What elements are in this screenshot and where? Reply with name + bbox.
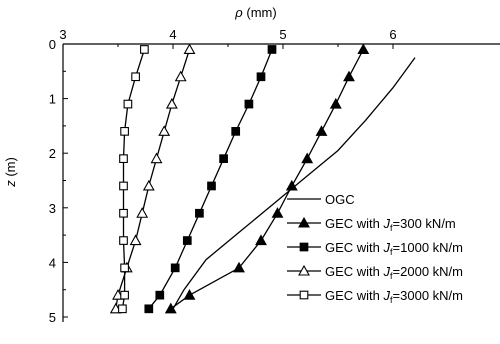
data-point-gec1000 <box>207 181 216 191</box>
data-point-gec300 <box>285 179 298 191</box>
data-point-gec2000 <box>142 179 155 191</box>
data-point-gec1000 <box>256 72 266 82</box>
series-gec3000 <box>118 45 149 314</box>
legend-item-gec300: GEC with Jf=300 kN/m <box>287 216 456 233</box>
y-axis-title-unit: (m) <box>3 157 18 180</box>
legend-label-prefix: OGC <box>325 192 355 207</box>
y-tick-label: 2 <box>49 146 56 161</box>
legend-label: GEC with Jf=3000 kN/m <box>325 288 463 305</box>
legend-label-prefix: GEC with <box>325 216 384 231</box>
data-point-gec2000 <box>158 125 171 136</box>
legend-marker <box>299 290 309 300</box>
legend-label-suffix: =1000 kN/m <box>393 240 463 255</box>
data-point-gec3000 <box>120 263 129 273</box>
data-point-gec300 <box>164 302 177 314</box>
y-tick-label: 5 <box>49 310 56 325</box>
x-tick-label: 6 <box>389 27 396 42</box>
x-axis-title: ρ (mm) <box>234 5 276 20</box>
legend-label-symbol: J <box>383 216 391 231</box>
legend-label-suffix: =300 kN/m <box>393 216 456 231</box>
data-point-gec1000 <box>155 290 165 300</box>
x-tick-label: 5 <box>279 27 286 42</box>
legend-label-prefix: GEC with <box>325 264 384 279</box>
y-ticks: 0 1 2 3 4 5 <box>49 37 68 325</box>
data-point-gec1000 <box>219 154 228 164</box>
data-point-gec300 <box>255 234 267 246</box>
data-point-gec1000 <box>244 99 254 109</box>
x-ticks: 3 4 5 6 <box>59 27 397 49</box>
y-tick-label: 1 <box>49 92 56 107</box>
legend-item-gec3000: GEC with Jf=3000 kN/m <box>287 288 463 305</box>
data-point-gec300 <box>183 289 196 300</box>
data-point-gec2000 <box>136 207 149 218</box>
y-axis-title-symbol: z <box>3 180 18 188</box>
data-point-gec3000 <box>119 208 128 218</box>
data-point-gec300 <box>357 43 370 55</box>
series-gec1000 <box>144 45 277 314</box>
data-point-gec2000 <box>129 234 142 246</box>
data-point-gec3000 <box>120 127 129 136</box>
data-point-gec3000 <box>131 72 140 82</box>
legend-item-gec2000: GEC with Jf=2000 kN/m <box>287 264 463 281</box>
data-point-gec1000 <box>195 208 204 218</box>
legend-label-prefix: GEC with <box>325 240 384 255</box>
data-point-gec3000 <box>123 99 133 109</box>
data-point-gec3000 <box>118 304 127 314</box>
data-point-gec1000 <box>170 263 180 273</box>
legend-label: GEC with Jf=1000 kN/m <box>325 240 463 257</box>
data-point-gec1000 <box>267 45 277 54</box>
data-point-gec2000 <box>183 43 196 55</box>
legend-label-suffix: =3000 kN/m <box>393 288 463 303</box>
data-point-gec300 <box>343 70 355 82</box>
legend-label: GEC with Jf=300 kN/m <box>325 216 456 233</box>
x-tick-label: 3 <box>59 27 66 42</box>
data-point-gec1000 <box>182 236 192 245</box>
data-point-gec300 <box>233 261 245 273</box>
legend-label-symbol: J <box>383 264 391 279</box>
legend-label-prefix: GEC with <box>325 288 384 303</box>
legend-label: OGC <box>325 192 355 207</box>
legend-label-sub: f <box>390 271 393 281</box>
x-axis-title-symbol: ρ <box>234 5 243 20</box>
legend-label-symbol: J <box>383 288 391 303</box>
legend-label-sub: f <box>390 295 393 305</box>
series-gec300 <box>164 43 370 314</box>
data-point-gec2000 <box>165 97 178 109</box>
data-point-gec3000 <box>119 236 128 245</box>
legend-marker <box>299 242 309 252</box>
data-point-gec3000 <box>140 45 149 54</box>
x-axis-title-unit: (mm) <box>243 5 277 20</box>
data-point-gec1000 <box>144 304 154 314</box>
data-point-gec2000 <box>150 152 163 164</box>
data-point-gec300 <box>301 152 314 164</box>
y-axis-title: z (m) <box>3 157 18 188</box>
series-layer <box>109 43 416 314</box>
legend-label-symbol: J <box>383 240 391 255</box>
legend-label-suffix: =2000 kN/m <box>393 264 463 279</box>
y-tick-label: 4 <box>49 255 56 270</box>
series-line-gec1000 <box>148 49 273 310</box>
legend-item-gec1000: GEC with Jf=1000 kN/m <box>287 240 463 257</box>
data-point-gec3000 <box>120 290 129 300</box>
y-tick-label: 0 <box>49 37 56 52</box>
data-point-gec3000 <box>119 181 128 191</box>
data-point-gec300 <box>271 207 284 218</box>
data-point-gec2000 <box>174 70 187 82</box>
data-point-gec300 <box>315 125 328 136</box>
legend-label-sub: f <box>390 247 393 257</box>
legend-item-ogc: OGC <box>287 192 355 207</box>
legend-label: GEC with Jf=2000 kN/m <box>325 264 463 281</box>
data-point-gec3000 <box>119 154 128 164</box>
data-point-gec1000 <box>231 127 241 136</box>
x-tick-label: 4 <box>169 27 176 42</box>
legend-marker <box>298 216 310 228</box>
legend-label-sub: f <box>390 223 393 233</box>
legend-marker <box>298 264 310 276</box>
data-point-gec300 <box>329 97 342 109</box>
y-tick-label: 3 <box>49 201 56 216</box>
